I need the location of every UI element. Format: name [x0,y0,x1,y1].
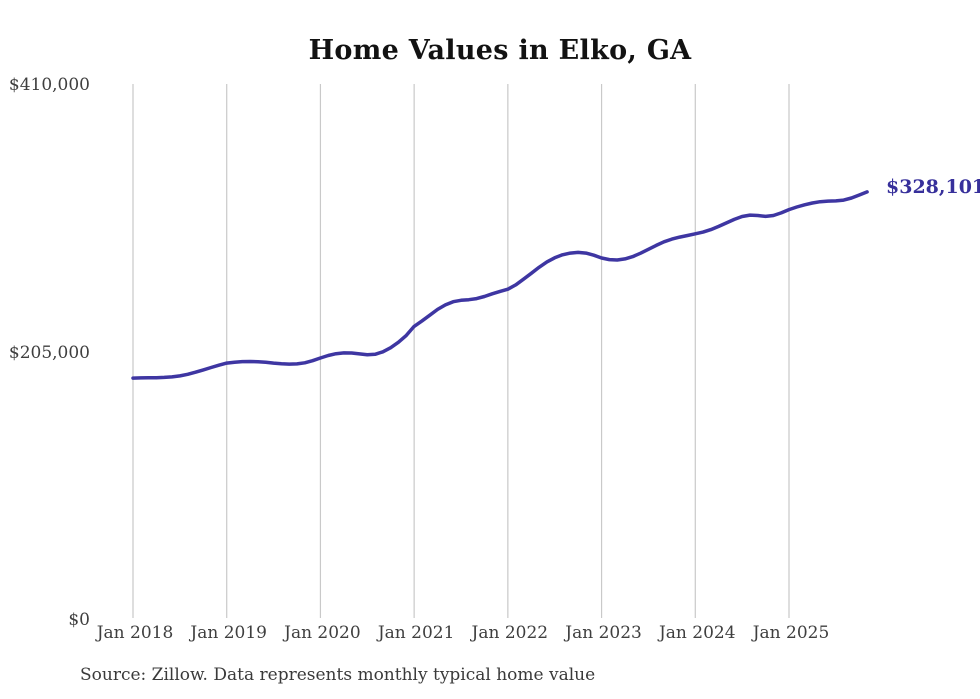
source-note: Source: Zillow. Data represents monthly … [80,665,596,685]
home-value-series-line [131,190,869,380]
x-tick-label: Jan 2025 [752,623,830,643]
x-tick-label: Jan 2024 [658,623,736,643]
last-value-annotation: $328,101 [886,175,980,198]
x-tick-label: Jan 2022 [471,623,549,643]
x-tick-label: Jan 2020 [284,623,361,643]
y-tick-label: $205,000 [8,342,90,363]
chart-title: Home Values in Elko, GA [308,35,692,66]
x-tick-label: Jan 2023 [565,623,642,643]
x-tick-label: Jan 2019 [190,623,267,643]
x-tick-label: Jan 2018 [96,623,174,643]
x-tick-label: Jan 2021 [377,623,455,643]
y-tick-label: $0 [68,610,90,630]
y-tick-label: $410,000 [8,75,90,95]
